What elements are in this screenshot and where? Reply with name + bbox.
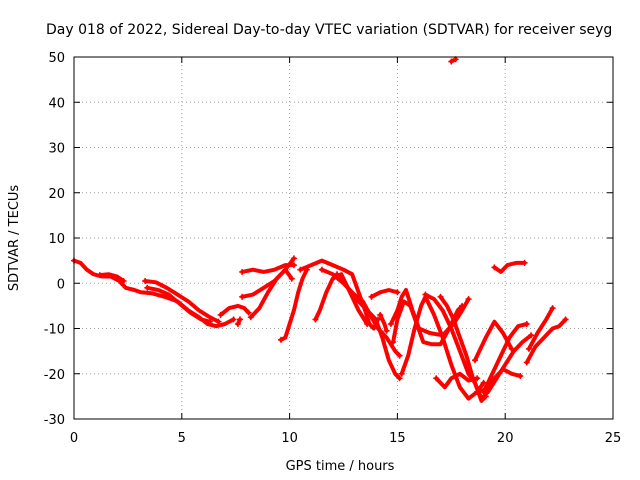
series-end-marker (523, 316, 569, 366)
series-arc-23 (473, 319, 514, 363)
y-tick-label: 30 (48, 142, 65, 157)
series-end-marker (144, 284, 213, 325)
y-tick-label: 10 (48, 232, 65, 247)
series-arc-19 (399, 294, 486, 401)
series-arc-11 (298, 258, 380, 331)
series-arc-25 (481, 322, 529, 394)
series-end-marker (239, 255, 297, 300)
series-arc-28 (526, 306, 555, 351)
x-tick-label: 15 (389, 431, 406, 446)
series-arc-05 (218, 303, 251, 317)
series-end-marker (491, 259, 528, 271)
series-end-marker (390, 302, 466, 346)
x-tick-label: 20 (497, 431, 514, 446)
series-arc-21 (438, 294, 534, 401)
series-arc-09 (248, 267, 294, 320)
y-tick-labels: -30 -20 -10 0 10 20 30 40 50 (44, 51, 65, 428)
series-end-marker (334, 271, 403, 382)
series-end-marker (239, 262, 297, 275)
y-axis-label: SDTVAR / TECUs (7, 185, 22, 292)
y-tick-label: 20 (48, 187, 65, 202)
series-end-marker (217, 309, 252, 318)
grid (74, 57, 613, 419)
series-end-marker (480, 320, 530, 395)
y-tick-label: 40 (48, 96, 65, 111)
series-end-marker (398, 370, 487, 386)
series-end-marker (525, 305, 556, 352)
x-axis-label: GPS time / hours (286, 459, 395, 474)
x-tick-labels: 0 5 10 15 20 25 (70, 431, 621, 446)
series-end-marker (368, 289, 401, 300)
series-arc-04 (145, 285, 212, 324)
series-end-marker (234, 316, 244, 327)
series-end-marker (472, 345, 515, 364)
series-arc-14 (335, 272, 402, 381)
series-end-marker (142, 277, 222, 325)
series-end-marker (247, 275, 295, 321)
series-arc-10 (279, 267, 309, 342)
series-arc-08 (240, 256, 296, 299)
series-arc-01 (72, 258, 236, 329)
x-tick-label: 25 (605, 431, 622, 446)
series-end-marker (377, 311, 390, 334)
series-arc-15 (369, 288, 400, 299)
series-end-marker (277, 266, 310, 343)
series-arc-22 (434, 371, 480, 390)
series-arc-27 (524, 317, 568, 365)
series-end-marker (433, 375, 481, 382)
y-tick-label: -30 (44, 413, 65, 428)
y-tick-label: 50 (48, 51, 65, 66)
chart-title: Day 018 of 2022, Sidereal Day-to-day VTE… (46, 22, 612, 38)
series-end-marker (448, 56, 459, 65)
series-end-marker (474, 373, 524, 395)
ticks (73, 56, 614, 420)
y-tick-label: 0 (57, 277, 65, 292)
series-arc-02 (97, 272, 126, 283)
x-tick-label: 0 (70, 431, 78, 446)
series-end-marker (318, 266, 403, 359)
series-arc-26 (492, 260, 527, 274)
x-tick-label: 10 (281, 431, 298, 446)
series-end-marker (437, 293, 535, 339)
series-arc-18 (391, 299, 465, 347)
series-arc-16 (378, 312, 389, 333)
y-tick-label: -10 (44, 323, 65, 338)
series-end-marker (312, 316, 371, 327)
series-end-marker (96, 272, 127, 284)
x-tick-label: 5 (178, 431, 186, 446)
y-tick-label: -20 (44, 368, 65, 383)
series-group (71, 56, 569, 403)
series-end-marker (387, 296, 472, 327)
series-arc-03 (143, 279, 221, 324)
